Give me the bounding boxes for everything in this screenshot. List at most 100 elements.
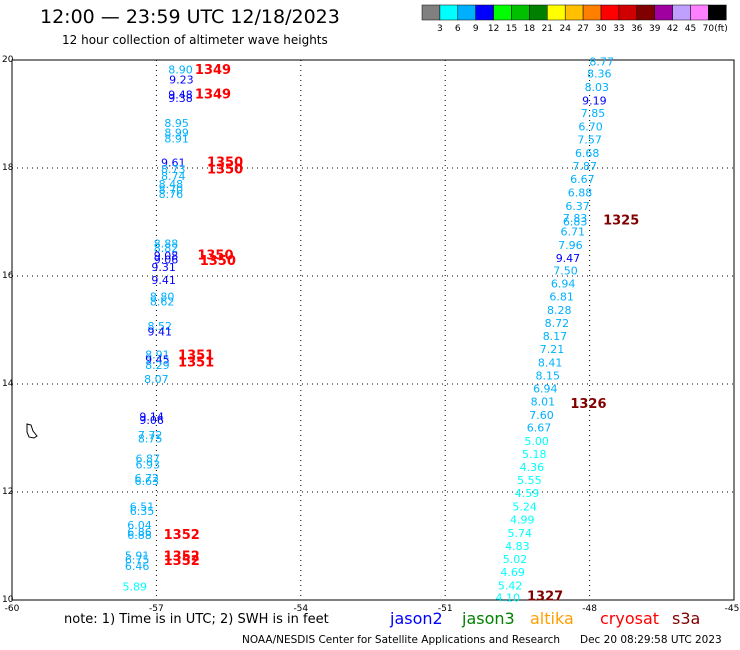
swh-value: 9.14 — [139, 410, 164, 423]
swh-value: 7.57 — [577, 133, 602, 146]
swh-value: 9.47 — [556, 252, 581, 265]
pass-number-label: 1352 — [164, 528, 200, 543]
swh-value: 8.29 — [145, 359, 170, 372]
lon-tick-label: -60 — [5, 604, 20, 614]
pass-number-label: 1325 — [603, 213, 639, 228]
swh-value: 6.94 — [551, 278, 576, 291]
legend-swatch — [690, 4, 709, 21]
pass-number-label: 1351 — [178, 348, 214, 363]
lat-tick-label: 12 — [2, 487, 13, 497]
track-left: 8.909.239.489.388.958.998.919.618.738.74… — [122, 64, 193, 594]
swh-value: 4.10 — [496, 591, 521, 604]
legend-label: 9 — [473, 24, 479, 34]
swh-value: 8.48 — [159, 178, 184, 191]
swh-value: 5.24 — [512, 501, 537, 514]
lat-tick-label: 18 — [2, 163, 14, 173]
swh-value: 7.50 — [553, 265, 578, 278]
lon-tick-label: -45 — [725, 604, 740, 614]
lat-tick-label: 20 — [2, 55, 14, 65]
swh-value: 4.99 — [510, 514, 535, 527]
swh-value: 9.08 — [154, 249, 179, 262]
footer-note: note: 1) Time is in UTC; 2) SWH is in fe… — [64, 612, 329, 627]
swh-value: 6.51 — [130, 501, 155, 514]
legend-swatch — [511, 4, 530, 21]
pass-number-label: 1327 — [527, 590, 563, 605]
swh-value: 4.83 — [505, 540, 530, 553]
lat-tick-label: 10 — [2, 595, 14, 605]
credit-date: Dec 20 08:29:58 UTC 2023 — [580, 634, 722, 646]
swh-value: 8.03 — [585, 81, 610, 94]
legend-swatch — [547, 4, 566, 21]
lon-tick-label: -54 — [293, 604, 308, 614]
lon-tick-label: -57 — [149, 604, 164, 614]
legend-swatch — [564, 4, 584, 21]
pass-number-label: 1352 — [164, 554, 200, 569]
pass-number-label: 1349 — [195, 87, 231, 102]
swh-value: 8.74 — [161, 170, 186, 183]
satellite-jason3: jason3 — [462, 609, 515, 628]
swh-value: 9.61 — [161, 157, 186, 170]
swh-value: 6.37 — [565, 200, 590, 213]
map-subtitle: 12 hour collection of altimeter wave hei… — [62, 33, 328, 47]
legend-swatch — [672, 4, 691, 21]
swh-value: 8.72 — [545, 317, 570, 330]
swh-value: 8.76 — [159, 188, 184, 201]
pass-number-label: 1350 — [207, 156, 243, 171]
legend-label: 15 — [506, 24, 517, 34]
swh-value: 8.70 — [159, 184, 184, 197]
swh-value: 9.23 — [169, 73, 194, 86]
swh-value: 5.02 — [503, 553, 528, 566]
swh-value: 8.15 — [535, 369, 560, 382]
swh-value: 8.88 — [154, 238, 179, 251]
legend-swatch — [529, 4, 548, 21]
swh-value: 6.67 — [527, 422, 552, 435]
swh-value: 7.87 — [573, 160, 598, 173]
legend-label: 27 — [577, 24, 588, 34]
swh-value: 4.36 — [520, 461, 545, 474]
legend-swatch — [600, 4, 620, 21]
swh-value: 6.86 — [127, 526, 152, 539]
swh-value: 8.91 — [145, 348, 170, 361]
swh-value: 6.67 — [570, 173, 595, 186]
pass-number-label: 1352 — [164, 550, 200, 565]
swh-value: 6.81 — [549, 291, 574, 304]
swh-value: 8.82 — [154, 242, 179, 255]
legend-swatch — [457, 4, 476, 21]
legend-label: 21 — [542, 24, 553, 34]
swh-value: 8.73 — [161, 163, 186, 176]
swh-value: 8.75 — [138, 433, 163, 446]
lat-tick-label: 16 — [2, 271, 14, 281]
legend-swatch — [708, 4, 727, 21]
swh-value: 6.72 — [135, 472, 160, 485]
swh-value: 7.83 — [563, 212, 588, 225]
swh-value: 8.28 — [547, 304, 572, 317]
pass-number-label: 1349 — [195, 63, 231, 78]
legend-swatch — [421, 4, 441, 21]
satellite-s3a: s3a — [672, 609, 701, 628]
swh-value: 8.52 — [148, 320, 173, 333]
legend-label: 45 — [685, 24, 696, 34]
swh-value: 7.60 — [529, 409, 554, 422]
swh-value: 9.45 — [145, 354, 170, 367]
swh-value: 9.48 — [168, 89, 193, 102]
legend-swatch — [493, 4, 512, 21]
swh-value: 8.95 — [164, 117, 189, 130]
island-outline — [26, 423, 38, 439]
swh-value: 6.04 — [127, 519, 152, 532]
swh-value: 6.88 — [568, 186, 593, 199]
swh-value: 7.96 — [558, 239, 583, 252]
swh-value: 9.38 — [168, 92, 193, 105]
pass-number-label: 1351 — [178, 355, 214, 370]
swh-value: 5.00 — [524, 435, 549, 448]
swh-value: 7.85 — [581, 107, 606, 120]
legend-unit: (ft) — [714, 24, 728, 34]
legend-swatch — [582, 4, 602, 21]
swh-value: 6.63 — [135, 475, 160, 488]
swh-value: 5.18 — [522, 448, 547, 461]
swh-value: 5.91 — [125, 550, 150, 563]
legend-label: 33 — [613, 24, 624, 34]
color-legend: 3 6 9 12 15 18 21 24 27 30 33 36 39 42 45 70 (ft) — [421, 4, 728, 34]
swh-value: 8.77 — [589, 56, 614, 69]
pass-number-label: 1350 — [197, 248, 233, 263]
swh-value: 5.89 — [122, 581, 147, 594]
